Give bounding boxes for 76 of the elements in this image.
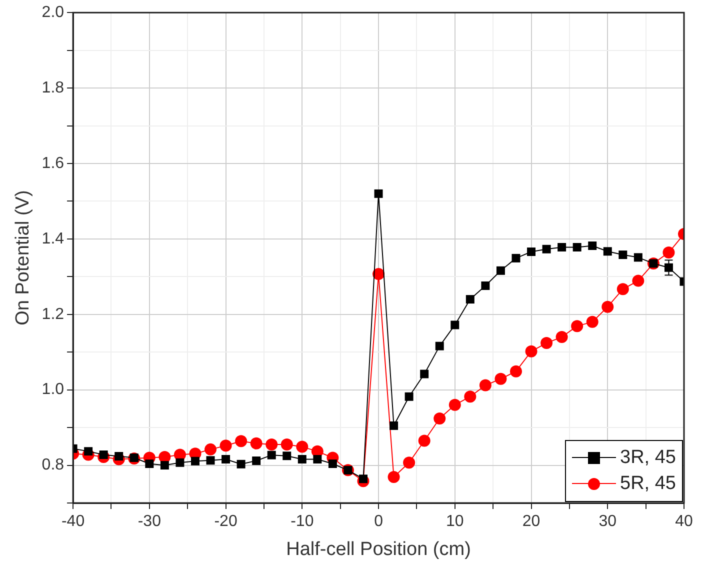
point	[435, 342, 444, 350]
x-tick-label: 40	[675, 513, 693, 530]
point	[266, 438, 278, 451]
legend-label: 3R, 45	[620, 447, 676, 469]
point	[403, 456, 416, 469]
point	[496, 266, 505, 275]
y-tick-label: 1.2	[42, 306, 64, 323]
point	[481, 281, 490, 290]
y-axis-title: On Potential (V)	[12, 190, 34, 326]
point	[588, 241, 597, 250]
point	[616, 283, 629, 296]
point	[634, 253, 642, 262]
point	[632, 274, 644, 287]
x-tick-label: 0	[374, 513, 384, 530]
point	[466, 295, 474, 304]
point	[603, 247, 612, 256]
point	[418, 434, 430, 447]
point	[494, 372, 507, 385]
point	[434, 412, 446, 424]
y-tick-label: 1.6	[42, 154, 64, 172]
point	[220, 440, 232, 452]
point	[222, 455, 230, 464]
point	[571, 320, 584, 332]
point	[176, 458, 184, 467]
point	[510, 365, 522, 378]
x-tick-label: 10	[446, 513, 464, 530]
point	[282, 452, 292, 460]
y-tick-label: 1.8	[42, 79, 64, 96]
x-tick-label: 30	[598, 513, 617, 530]
x-tick-label: -40	[61, 513, 85, 530]
point	[540, 337, 553, 350]
point	[388, 470, 400, 483]
y-tick-label: 1.4	[42, 230, 64, 248]
point	[236, 460, 246, 468]
point	[420, 370, 429, 378]
point	[160, 461, 169, 470]
point	[448, 398, 461, 411]
point	[145, 460, 154, 468]
point	[296, 440, 308, 453]
y-tick-label: 1.0	[42, 381, 64, 398]
point	[464, 390, 476, 403]
x-axis-title: Half-cell Position (cm)	[286, 538, 471, 560]
point	[618, 250, 628, 260]
legend-label: 5R, 45	[620, 473, 676, 495]
point	[479, 379, 492, 392]
x-tick-label: -20	[214, 513, 238, 530]
point	[572, 242, 582, 252]
point	[512, 254, 520, 262]
point	[450, 320, 460, 330]
point	[586, 316, 598, 328]
point	[374, 189, 383, 198]
point	[235, 435, 248, 448]
x-tick-label: -30	[138, 513, 162, 530]
point	[204, 443, 217, 456]
y-tick-label: 0.8	[42, 456, 64, 474]
point	[280, 438, 293, 451]
y-tick-label: 2.0	[42, 4, 64, 22]
point	[662, 246, 675, 259]
x-tick-label: -10	[290, 513, 314, 530]
point	[556, 331, 568, 344]
point	[267, 450, 276, 460]
point	[404, 392, 414, 401]
point	[390, 421, 398, 430]
point	[542, 244, 551, 254]
point	[190, 456, 200, 466]
point	[298, 455, 306, 464]
point	[525, 345, 538, 358]
point	[602, 300, 614, 313]
point	[558, 242, 566, 252]
point	[527, 248, 536, 256]
point	[313, 455, 322, 464]
point	[250, 437, 262, 450]
point	[252, 456, 261, 465]
point	[328, 460, 337, 468]
point	[206, 456, 215, 465]
x-tick-label: 20	[522, 513, 540, 530]
